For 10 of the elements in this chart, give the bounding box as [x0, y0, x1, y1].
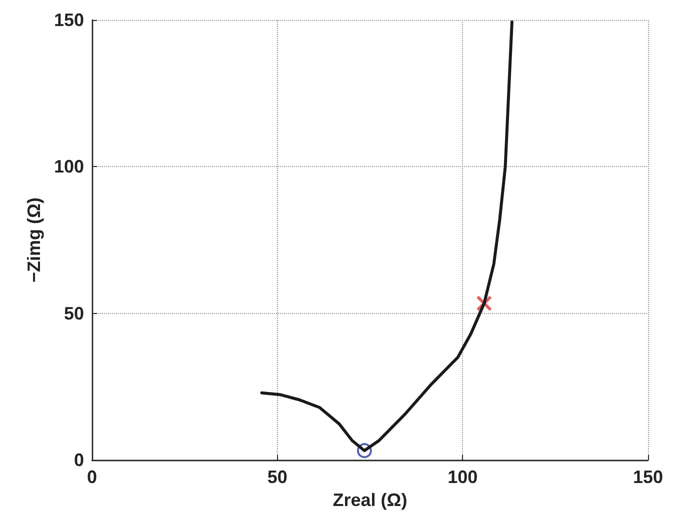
x-tick-label: 0 [86, 467, 98, 487]
x-tick-label: 50 [267, 467, 288, 487]
y-axis-title: −Zimg (Ω) [24, 198, 44, 282]
y-tick-label: 50 [64, 303, 84, 324]
x-axis-title: Zreal (Ω) [332, 490, 408, 510]
y-tick-label: 100 [54, 156, 84, 177]
x-tick-label: 150 [632, 467, 664, 487]
y-tick-label: 150 [54, 10, 84, 30]
y-tick-label: 0 [74, 450, 84, 470]
x-tick-label: 100 [448, 467, 478, 487]
